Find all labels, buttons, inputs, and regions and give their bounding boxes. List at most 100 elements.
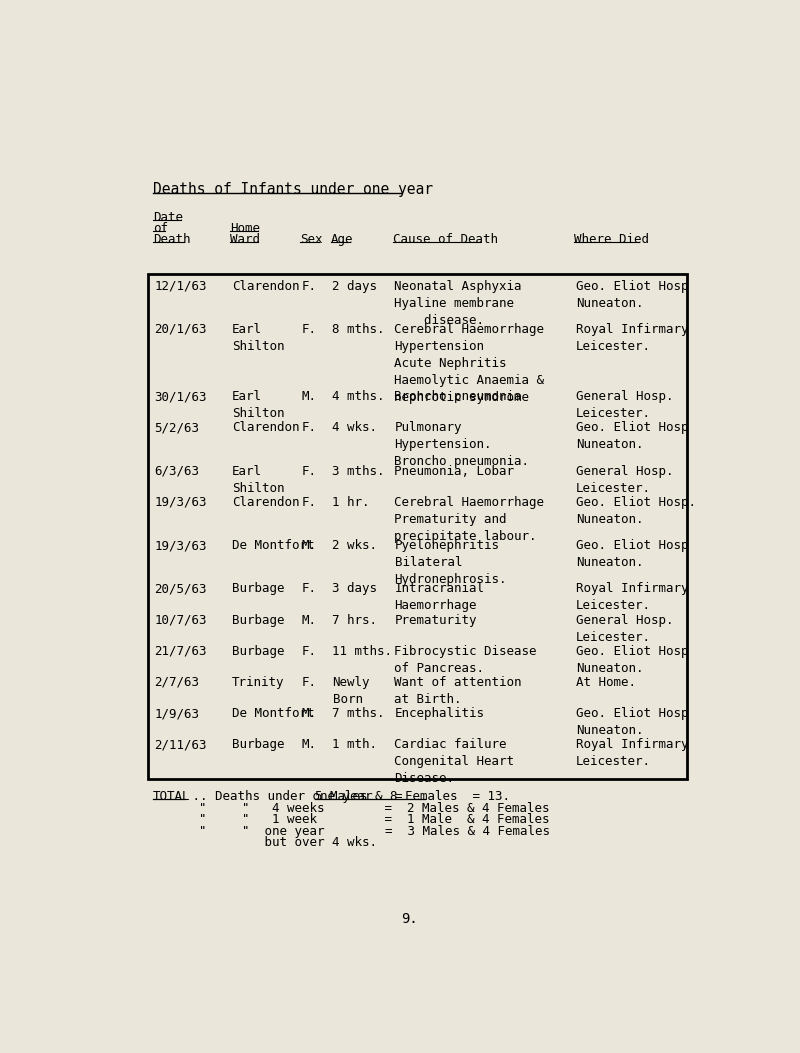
Text: ": " (199, 801, 206, 815)
Text: Geo. Eliot Hosp.
Nuneaton.: Geo. Eliot Hosp. Nuneaton. (576, 496, 696, 525)
Text: 10/7/63: 10/7/63 (154, 614, 206, 627)
Text: General Hosp.
Leicester.: General Hosp. Leicester. (576, 391, 674, 420)
Text: Burbage: Burbage (232, 644, 284, 658)
Text: F.: F. (302, 496, 317, 509)
Text: ": " (199, 813, 206, 827)
Text: 19/3/63: 19/3/63 (154, 496, 206, 509)
Text: 5/2/63: 5/2/63 (154, 421, 199, 435)
Text: 2 wks.: 2 wks. (333, 539, 378, 552)
Text: General Hosp.
Leicester.: General Hosp. Leicester. (576, 464, 674, 495)
Text: Burbage: Burbage (232, 738, 284, 752)
Text: 7 hrs.: 7 hrs. (333, 614, 378, 627)
Text: 2/7/63: 2/7/63 (154, 676, 199, 689)
Text: 9.: 9. (402, 912, 418, 926)
Text: M.: M. (302, 738, 317, 752)
Text: Burbage: Burbage (232, 582, 284, 595)
Text: M.: M. (302, 539, 317, 552)
Text: Neonatal Asphyxia
Hyaline membrane
    disease.: Neonatal Asphyxia Hyaline membrane disea… (394, 280, 522, 326)
Text: "   1 week         =  1 Male  & 4 Females: " 1 week = 1 Male & 4 Females (242, 813, 550, 827)
Text: "   4 weeks        =  2 Males & 4 Females: " 4 weeks = 2 Males & 4 Females (242, 801, 550, 815)
Text: Intracranial
Haemorrhage: Intracranial Haemorrhage (394, 582, 485, 613)
Text: 21/7/63: 21/7/63 (154, 644, 206, 658)
Text: General Hosp.
Leicester.: General Hosp. Leicester. (576, 614, 674, 643)
Text: M.: M. (302, 614, 317, 627)
Text: 6/3/63: 6/3/63 (154, 464, 199, 478)
Text: Earl
Shilton: Earl Shilton (232, 323, 284, 353)
Text: but over 4 wks.: but over 4 wks. (242, 836, 377, 850)
Text: F.: F. (302, 644, 317, 658)
Text: Broncho pneumonia: Broncho pneumonia (394, 391, 522, 403)
Bar (148, 274, 687, 779)
Text: Cerebral Haemorrhage
Prematurity and
precipitate labour.: Cerebral Haemorrhage Prematurity and pre… (394, 496, 545, 543)
Text: TOTAL: TOTAL (153, 790, 190, 803)
Text: 3 days: 3 days (333, 582, 378, 595)
Text: F.: F. (302, 582, 317, 595)
Text: Burbage: Burbage (232, 614, 284, 627)
Text: Where Died: Where Died (574, 233, 650, 245)
Text: M.: M. (302, 708, 317, 720)
Text: Cerebral Haemorrhage
Hypertension
Acute Nephritis
Haemolytic Anaemia &
nephrotic: Cerebral Haemorrhage Hypertension Acute … (394, 323, 545, 404)
Text: Earl
Shilton: Earl Shilton (232, 391, 284, 420)
Text: Geo. Eliot Hosp
Nuneaton.: Geo. Eliot Hosp Nuneaton. (576, 421, 688, 452)
Text: 3 mths.: 3 mths. (333, 464, 385, 478)
Text: =  3 Males & 4 Females: = 3 Males & 4 Females (386, 824, 550, 838)
Text: Clarendon: Clarendon (232, 280, 299, 293)
Text: 7 mths.: 7 mths. (333, 708, 385, 720)
Text: F.: F. (302, 421, 317, 435)
Text: M.: M. (302, 391, 317, 403)
Text: "  one year: " one year (242, 824, 324, 838)
Text: 8 mths.: 8 mths. (333, 323, 385, 336)
Text: Geo. Eliot Hosp
Nuneaton.: Geo. Eliot Hosp Nuneaton. (576, 644, 688, 675)
Text: Want of attention
at Birth.: Want of attention at Birth. (394, 676, 522, 706)
Text: Deaths of Infants under one year: Deaths of Infants under one year (153, 182, 433, 197)
Text: Age: Age (331, 233, 354, 245)
Text: 1 hr.: 1 hr. (333, 496, 370, 509)
Text: Royal Infirmary
Leicester.: Royal Infirmary Leicester. (576, 738, 688, 769)
Text: Trinity: Trinity (232, 676, 284, 689)
Text: 1 mth.: 1 mth. (333, 738, 378, 752)
Text: .. Deaths under one year   =: .. Deaths under one year = (186, 790, 418, 803)
Text: 4 wks.: 4 wks. (333, 421, 378, 435)
Text: De Montfort: De Montfort (232, 539, 314, 552)
Text: Geo. Eliot Hosp
Nuneaton.: Geo. Eliot Hosp Nuneaton. (576, 708, 688, 737)
Text: 4 mths.: 4 mths. (333, 391, 385, 403)
Text: Encephalitis: Encephalitis (394, 708, 485, 720)
Text: of: of (153, 222, 168, 235)
Text: 30/1/63: 30/1/63 (154, 391, 206, 403)
Text: Royal Infirmary
Leicester.: Royal Infirmary Leicester. (576, 582, 688, 613)
Text: Geo. Eliot Hosp
Nuneaton.: Geo. Eliot Hosp Nuneaton. (576, 280, 688, 310)
Text: Prematurity: Prematurity (394, 614, 477, 627)
Text: Death: Death (153, 233, 190, 245)
Text: Date: Date (153, 211, 182, 224)
Text: ": " (199, 824, 206, 838)
Text: F.: F. (302, 676, 317, 689)
Text: Earl
Shilton: Earl Shilton (232, 464, 284, 495)
Text: Fibrocystic Disease
of Pancreas.: Fibrocystic Disease of Pancreas. (394, 644, 537, 675)
Text: 20/1/63: 20/1/63 (154, 323, 206, 336)
Text: Pulmonary
Hypertension.
Broncho pneumonia.: Pulmonary Hypertension. Broncho pneumoni… (394, 421, 530, 469)
Text: 12/1/63: 12/1/63 (154, 280, 206, 293)
Text: Clarendon: Clarendon (232, 496, 299, 509)
Text: Newly
Born: Newly Born (333, 676, 370, 706)
Text: 20/5/63: 20/5/63 (154, 582, 206, 595)
Text: Pneumonia, Lobar: Pneumonia, Lobar (394, 464, 514, 478)
Text: Ward: Ward (230, 233, 260, 245)
Text: 2/11/63: 2/11/63 (154, 738, 206, 752)
Text: Home: Home (230, 222, 260, 235)
Text: De Montfort: De Montfort (232, 708, 314, 720)
Text: F.: F. (302, 323, 317, 336)
Text: Sex: Sex (300, 233, 322, 245)
Text: Royal Infirmary
Leicester.: Royal Infirmary Leicester. (576, 323, 688, 353)
Text: 1/9/63: 1/9/63 (154, 708, 199, 720)
Text: F.: F. (302, 280, 317, 293)
Text: At Home.: At Home. (576, 676, 636, 689)
Text: 5 Males & 8 Females  = 13.: 5 Males & 8 Females = 13. (315, 790, 510, 803)
Text: Geo. Eliot Hosp
Nuneaton.: Geo. Eliot Hosp Nuneaton. (576, 539, 688, 569)
Text: Pyelonephritis
Bilateral
Hydronephrosis.: Pyelonephritis Bilateral Hydronephrosis. (394, 539, 507, 587)
Text: Cause of Death: Cause of Death (393, 233, 498, 245)
Text: 19/3/63: 19/3/63 (154, 539, 206, 552)
Text: 11 mths.: 11 mths. (333, 644, 393, 658)
Text: Clarendon: Clarendon (232, 421, 299, 435)
Text: 2 days: 2 days (333, 280, 378, 293)
Text: F.: F. (302, 464, 317, 478)
